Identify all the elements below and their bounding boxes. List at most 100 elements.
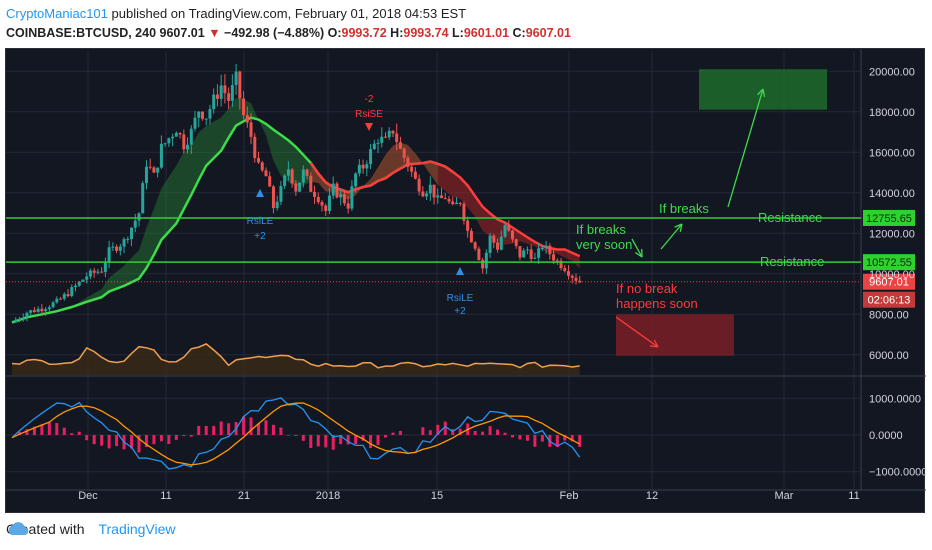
macd-bar [242, 416, 246, 435]
price-tick-label: 8000.00 [869, 309, 909, 321]
candle-body [85, 276, 89, 280]
candle-body [484, 252, 488, 269]
candle [451, 196, 455, 206]
macd-bar [92, 435, 96, 445]
candle-body [309, 175, 313, 192]
annotation-blue: RsiLE [247, 216, 274, 227]
author-link[interactable]: CryptoManiac101 [6, 6, 108, 21]
candle-body [156, 167, 160, 173]
candle [313, 185, 317, 205]
price-chart[interactable]: 12755.65 Resistance 10572.55 Resistance 9607… [6, 49, 926, 514]
chart-area[interactable]: 12755.65 Resistance 10572.55 Resistance 9607… [5, 48, 926, 514]
candle [163, 142, 167, 147]
time-tick-label: 2018 [316, 490, 340, 502]
candle-body [410, 166, 414, 172]
candle-body [107, 247, 111, 263]
macd-bar [174, 435, 178, 440]
macd-bar [309, 435, 313, 448]
macd-bar [301, 435, 305, 441]
candle [398, 136, 402, 150]
candle-body [305, 169, 309, 176]
upside-arrow-icon-head [757, 88, 766, 97]
very-soon-arrow-icon [631, 238, 643, 258]
candle-body [380, 136, 384, 143]
candle-body [66, 294, 70, 297]
candle-body [320, 202, 324, 206]
candle [327, 187, 331, 215]
candle [529, 244, 533, 262]
macd-bar [249, 417, 253, 435]
candle [540, 245, 544, 251]
candle-body [283, 175, 287, 187]
candle-body [563, 268, 567, 272]
candle-body [290, 169, 294, 184]
candle [570, 274, 574, 284]
candle-body [141, 183, 145, 214]
candle [357, 159, 361, 177]
candle [88, 268, 92, 280]
macd-bar [398, 430, 402, 435]
candle [62, 292, 66, 301]
candle [488, 233, 492, 258]
candle [204, 118, 208, 126]
macd-bar [100, 435, 104, 446]
candle [563, 264, 567, 273]
candle-body [369, 149, 373, 165]
annotation-red: If no break [616, 281, 678, 296]
candle [51, 300, 55, 309]
macd-bar [458, 428, 462, 435]
candle [182, 129, 186, 154]
candle [354, 172, 358, 193]
candle-body [440, 195, 444, 199]
macd-bar [152, 435, 156, 445]
last-price-tag: 9607.01 [869, 277, 909, 289]
candle-body [451, 201, 455, 205]
macd-bar [219, 421, 223, 435]
candle-body [413, 171, 417, 179]
candle [36, 306, 40, 313]
candle-body [163, 143, 167, 145]
candle-body [100, 271, 104, 273]
candle [350, 180, 354, 211]
candle [436, 188, 440, 204]
candle-body [335, 183, 339, 198]
tradingview-brand[interactable]: TradingView [98, 521, 176, 537]
price-tick-label: 12000.00 [869, 228, 915, 240]
candle [73, 283, 77, 292]
time-tick-label: 11 [848, 490, 859, 502]
price-tick-label: 14000.00 [869, 188, 915, 200]
candle-body [204, 118, 208, 120]
candle [260, 160, 264, 173]
macd-bar [563, 435, 567, 441]
macd-bar [70, 433, 74, 435]
time-tick-label: 15 [431, 490, 443, 502]
last-price: 9607.01 [159, 26, 205, 40]
candle-body [346, 203, 350, 209]
candle [212, 88, 216, 114]
macd-bar [354, 435, 358, 445]
candle-body [96, 271, 100, 273]
candle-body [391, 130, 395, 134]
macd-bar [421, 427, 425, 435]
candle [253, 133, 257, 163]
candle [122, 237, 126, 254]
candle [335, 181, 339, 199]
low-value: 9601.01 [463, 26, 510, 40]
candle-body [555, 260, 559, 262]
candle-body [518, 246, 522, 258]
breakout-arrow-icon-head [674, 223, 683, 232]
candle [77, 280, 81, 287]
candle-body [14, 319, 18, 323]
published-text: published on TradingView.com, February 0… [111, 6, 467, 21]
candle [44, 307, 48, 316]
candle-body [167, 138, 171, 144]
macd-bar [115, 435, 119, 447]
candle-body [398, 142, 402, 149]
macd-bar [204, 425, 208, 435]
macd-line [11, 397, 581, 470]
macd-bar [159, 435, 163, 442]
candle [133, 213, 137, 233]
candle-body [174, 133, 178, 137]
candle [376, 139, 380, 153]
candle [372, 139, 376, 150]
